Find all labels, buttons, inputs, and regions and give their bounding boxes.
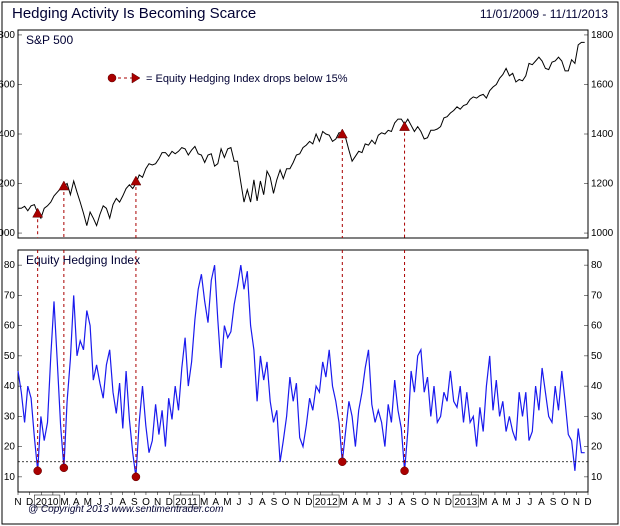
copyright: @ Copyright 2013 www.sentimentrader.com [28, 504, 223, 515]
x-label: A [492, 497, 499, 508]
x-label: S [410, 497, 417, 508]
x-label: J [237, 497, 242, 508]
ytick-left: 1600 [0, 79, 15, 90]
ytick-left: 40 [4, 381, 16, 392]
x-label: J [376, 497, 381, 508]
ytick-right: 70 [591, 290, 603, 301]
ytick-left: 30 [4, 411, 16, 422]
x-label: N [14, 497, 21, 508]
x-label: J [516, 497, 521, 508]
ytick-right: 1200 [591, 179, 614, 190]
x-label: D [305, 497, 312, 508]
x-label: 20 [315, 497, 327, 508]
x-label: S [550, 497, 557, 508]
ytick-right: 20 [591, 442, 603, 453]
x-label: M [340, 497, 348, 508]
ytick-right: 60 [591, 321, 603, 332]
x-label: A [352, 497, 359, 508]
ytick-right: 1000 [591, 228, 614, 239]
ytick-left: 50 [4, 351, 16, 362]
ytick-left: 80 [4, 260, 16, 271]
event-marker-bottom [338, 458, 346, 466]
event-marker-top [33, 208, 43, 217]
chart-title: Hedging Activity Is Becoming Scarce [12, 5, 256, 22]
legend: = Equity Hedging Index drops below 15% [108, 73, 348, 85]
ytick-right: 1600 [591, 79, 614, 90]
ytick-left: 10 [4, 472, 16, 483]
x-label: M [223, 497, 231, 508]
panel_top-panel [18, 30, 588, 238]
ytick-left: 1400 [0, 129, 15, 140]
x-label: D [445, 497, 452, 508]
x-label: O [421, 497, 429, 508]
ytick-right: 30 [591, 411, 603, 422]
x-label: M [363, 497, 371, 508]
x-label: M [479, 497, 487, 508]
x-label: 20 [454, 497, 466, 508]
event-marker-top [400, 122, 410, 131]
x-label: J [248, 497, 253, 508]
x-label: O [282, 497, 290, 508]
x-label: 12 [327, 497, 339, 508]
ytick-right: 80 [591, 260, 603, 271]
x-label: J [388, 497, 393, 508]
chart-root: Hedging Activity Is Becoming Scarce 11/01… [0, 0, 620, 526]
x-label: 13 [466, 497, 478, 508]
panel_top-label: S&P 500 [26, 33, 73, 47]
date-range: 11/01/2009 - 11/11/2013 [480, 7, 608, 21]
panel_bottom-label: Equity Hedging Index [26, 253, 140, 267]
ytick-left: 1200 [0, 179, 15, 190]
ytick-left: 60 [4, 321, 16, 332]
x-label: N [573, 497, 580, 508]
panel_bottom-series [18, 265, 585, 477]
x-label: J [527, 497, 532, 508]
ytick-left: 70 [4, 290, 16, 301]
ytick-right: 10 [591, 472, 603, 483]
ytick-right: 50 [591, 351, 603, 362]
event-marker-bottom [401, 467, 409, 475]
panel_bottom-panel [18, 250, 588, 492]
ytick-left: 1000 [0, 228, 15, 239]
x-label: N [294, 497, 301, 508]
x-label: A [259, 497, 266, 508]
event-marker-top [131, 176, 141, 185]
ytick-right: 40 [591, 381, 603, 392]
x-label: O [561, 497, 569, 508]
x-label: M [502, 497, 510, 508]
event-marker-bottom [60, 464, 68, 472]
x-label: N [433, 497, 440, 508]
x-label: D [584, 497, 591, 508]
x-label: A [399, 497, 406, 508]
x-label: A [538, 497, 545, 508]
event-marker-bottom [34, 467, 42, 475]
ytick-right: 1400 [591, 129, 614, 140]
legend-text: = Equity Hedging Index drops below 15% [146, 73, 348, 85]
ytick-left: 1800 [0, 30, 15, 41]
x-label: S [271, 497, 278, 508]
panel_top-series [18, 42, 585, 225]
event-marker-bottom [132, 473, 140, 481]
ytick-right: 1800 [591, 30, 614, 41]
ytick-left: 20 [4, 442, 16, 453]
